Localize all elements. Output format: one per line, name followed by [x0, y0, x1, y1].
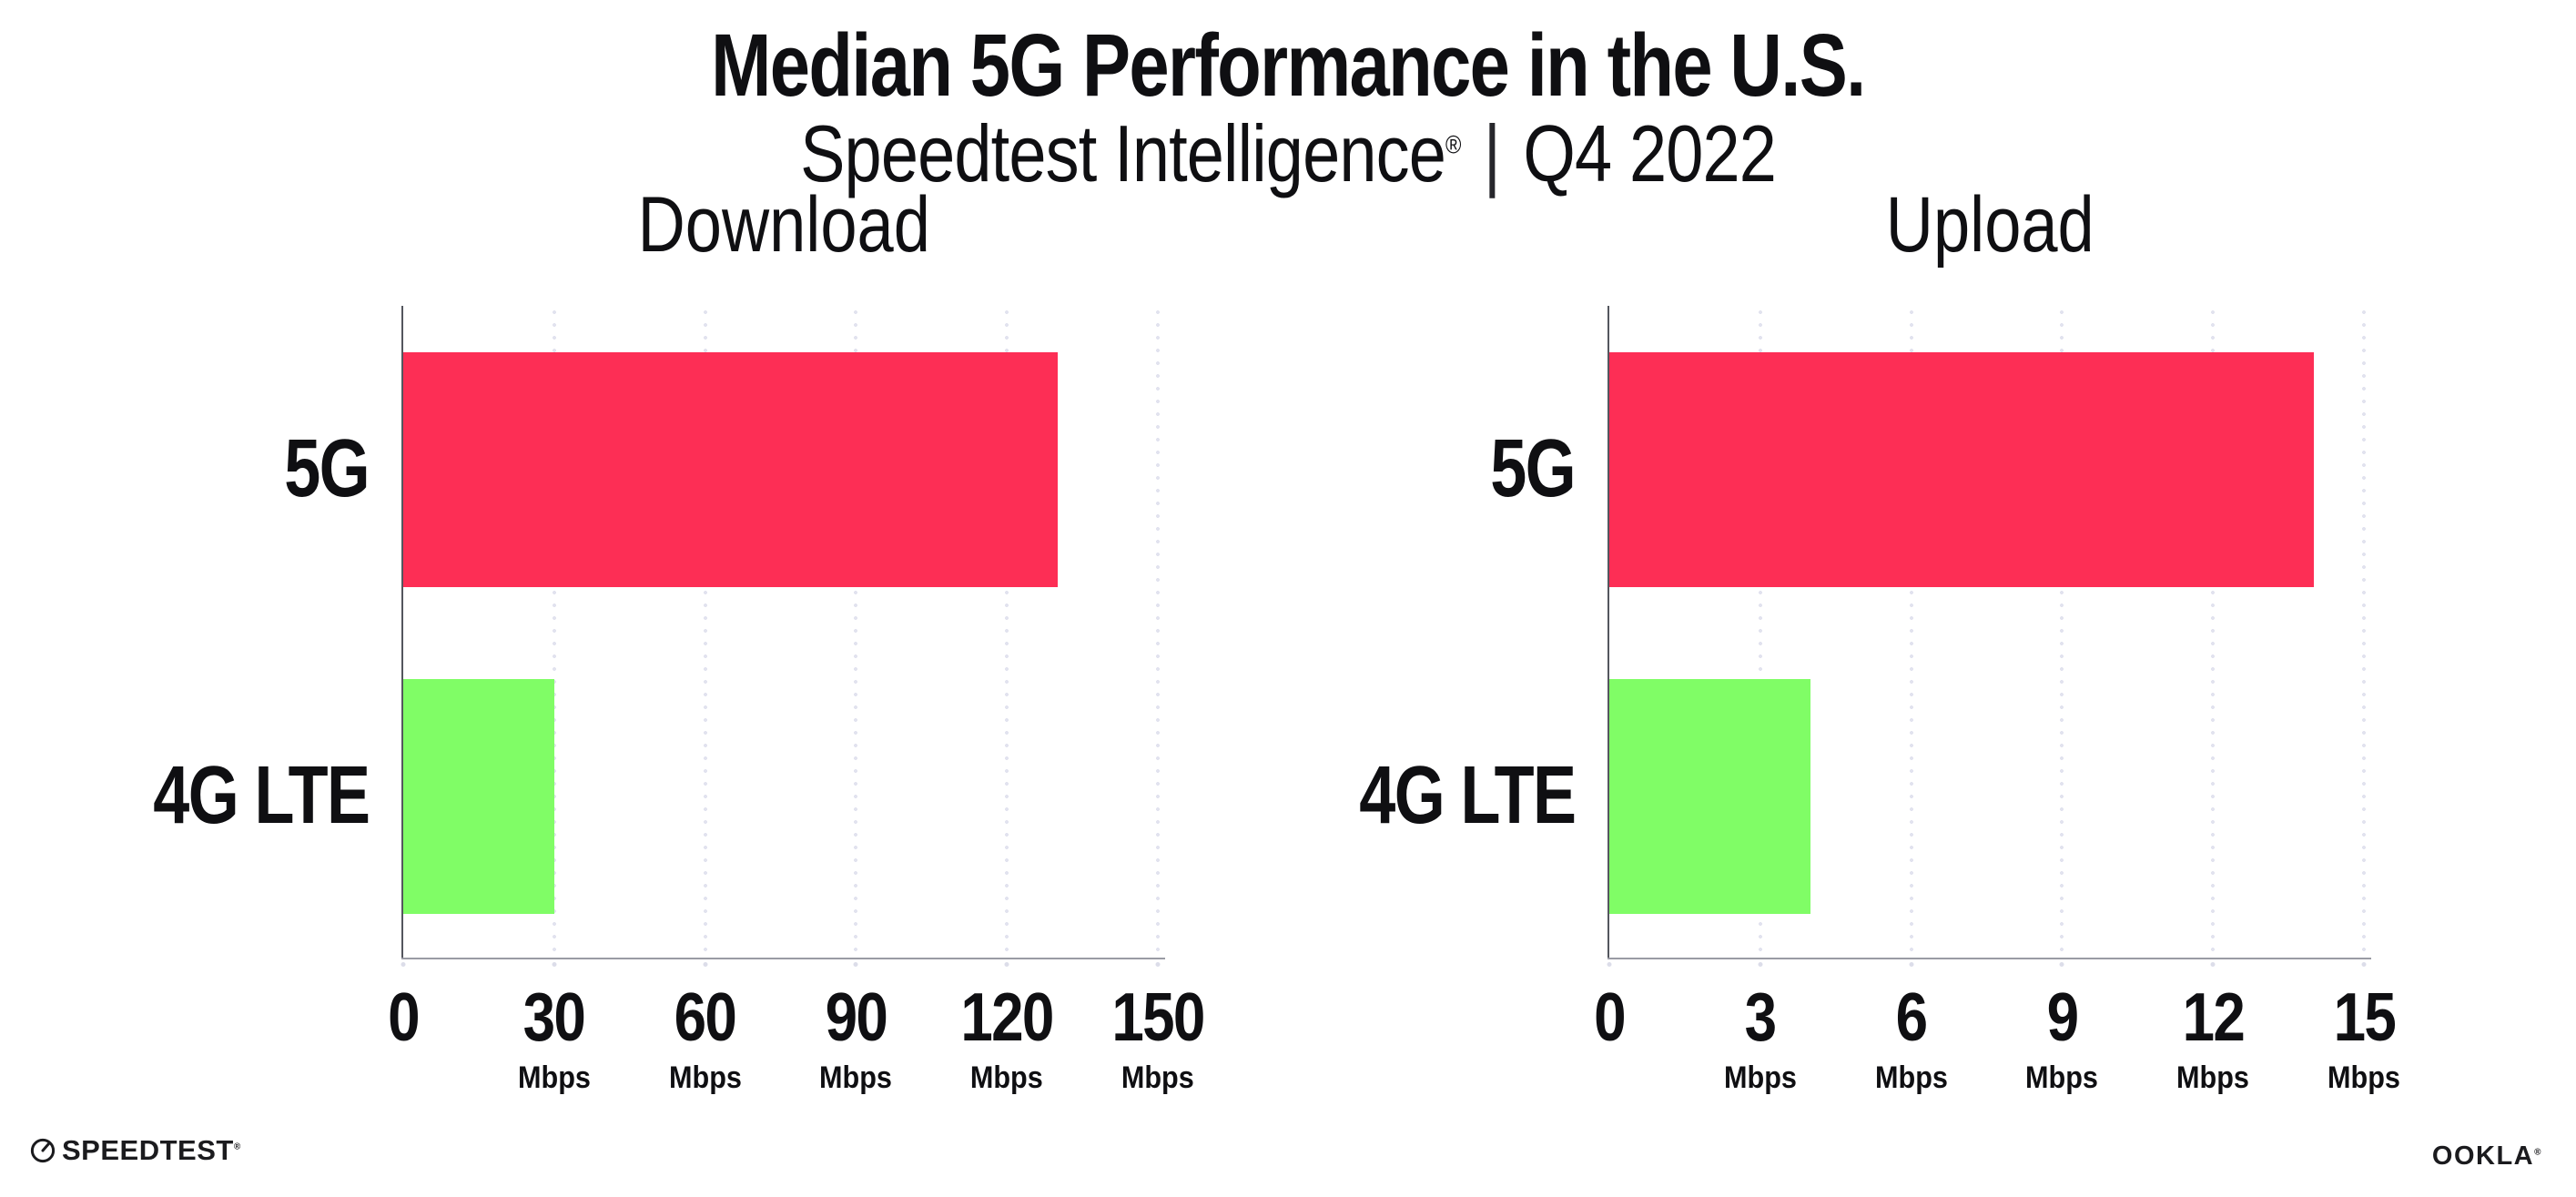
axis-tick-dot [401, 962, 406, 967]
chart-title: Download [403, 180, 1165, 270]
bar-4g-lte [403, 678, 554, 914]
category-label-text: 4G LTE [152, 750, 370, 842]
gridline-3 [1758, 306, 1762, 958]
ookla-wordmark: OOKLA [2431, 1141, 2535, 1171]
gridline-90 [854, 306, 858, 958]
x-tick-label: 0 [1591, 983, 1628, 1051]
x-tick-label: 15 Mbps [2324, 979, 2405, 1095]
x-tick-label: 0 [385, 983, 421, 1051]
subtitle-separator: | [1483, 108, 1501, 198]
gridline-6 [1909, 306, 1913, 958]
tick-value: 60 [674, 979, 737, 1055]
axis-tick-dot [1155, 962, 1161, 967]
axis-tick-dot [1758, 962, 1763, 967]
x-axis-line [401, 958, 1165, 959]
chart-title: Upload [1609, 180, 2371, 270]
tick-unit: Mbps [2025, 1060, 2099, 1095]
tick-value: 9 [2046, 979, 2079, 1055]
speedtest-gauge-icon [30, 1138, 56, 1163]
tick-value: 15 [2333, 979, 2396, 1055]
x-tick-label: 90 Mbps [816, 979, 897, 1095]
x-tick-label: 12 Mbps [2173, 979, 2254, 1095]
gridline-9 [2060, 306, 2064, 958]
bar-5g [1609, 351, 2314, 587]
tick-value: 12 [2182, 979, 2246, 1055]
tick-unit: Mbps [2328, 1060, 2401, 1095]
tick-value: 6 [1895, 979, 1928, 1055]
x-tick-label: 120 Mbps [953, 979, 1061, 1095]
tick-unit: Mbps [1121, 1060, 1195, 1095]
axis-tick-dot [703, 962, 708, 967]
page-title: Median 5G Performance in the U.S. [711, 15, 1866, 115]
axis-tick-dot [552, 962, 557, 967]
tick-value: 90 [825, 979, 888, 1055]
speedtest-logo: SPEEDTEST® [30, 1134, 241, 1167]
tick-unit: Mbps [668, 1060, 742, 1095]
bar-5g [403, 351, 1058, 587]
download-chart: Download 0 30 Mbps 60 Mbps 90 Mbps 120 Mbps 150 Mbp… [153, 181, 1206, 1093]
tick-unit: Mbps [970, 1060, 1044, 1095]
tick-value: 0 [388, 979, 420, 1055]
axis-tick-dot [853, 962, 858, 967]
y-axis-line [1607, 306, 1609, 959]
category-label-5g: 5G [1469, 352, 1576, 587]
y-axis-line [401, 306, 403, 959]
x-tick-label: 3 Mbps [1719, 979, 1800, 1095]
chart-title-text: Upload [1886, 181, 2094, 269]
axis-tick-dot [1909, 962, 1914, 967]
ookla-logo: OOKLA® [2432, 1141, 2542, 1172]
gridline-15 [2362, 306, 2367, 958]
axis-tick-dot [2361, 962, 2367, 967]
axis-tick-dot [1004, 962, 1009, 967]
registered-mark: ® [1445, 130, 1461, 159]
tick-unit: Mbps [1874, 1060, 1948, 1095]
tick-value: 120 [960, 979, 1055, 1055]
category-label-4g-lte: 4G LTE [99, 679, 370, 914]
upload-chart: Upload 0 3 Mbps 6 Mbps 9 Mbps 12 Mbps 15 Mbps 5G 4G L… [1359, 181, 2400, 1093]
tick-unit: Mbps [819, 1060, 893, 1095]
subtitle-period: Q4 2022 [1523, 108, 1777, 198]
category-label-4g-lte: 4G LTE [1305, 679, 1577, 914]
subtitle-brand: Speedtest Intelligence [800, 108, 1446, 198]
category-label-5g: 5G [263, 352, 370, 587]
tick-value: 30 [523, 979, 586, 1055]
tick-value: 150 [1111, 979, 1205, 1055]
x-axis-line [1607, 958, 2371, 959]
axis-tick-dot [2059, 962, 2064, 967]
category-label-text: 5G [1490, 423, 1576, 515]
gridline-60 [703, 306, 707, 958]
x-tick-label: 9 Mbps [2022, 979, 2103, 1095]
category-label-text: 4G LTE [1358, 750, 1577, 842]
gridline-12 [2211, 306, 2216, 958]
page-subtitle: Speedtest Intelligence® | Q4 2022 [0, 107, 2576, 200]
tick-unit: Mbps [1723, 1060, 1797, 1095]
tick-value: 0 [1594, 979, 1626, 1055]
tick-unit: Mbps [2176, 1060, 2250, 1095]
axis-tick-dot [2210, 962, 2216, 967]
gridline-30 [552, 306, 556, 958]
x-tick-label: 6 Mbps [1871, 979, 1952, 1095]
tick-value: 3 [1744, 979, 1777, 1055]
x-tick-label: 60 Mbps [664, 979, 745, 1095]
registered-mark: ® [233, 1141, 241, 1152]
chart-title-text: Download [637, 181, 931, 269]
bar-4g-lte [1609, 678, 1811, 914]
category-label-text: 5G [284, 423, 370, 515]
gridline-150 [1156, 306, 1161, 958]
speedtest-wordmark: SPEEDTEST® [62, 1134, 241, 1166]
x-tick-label: 150 Mbps [1104, 979, 1212, 1095]
registered-mark: ® [2534, 1147, 2542, 1158]
tick-unit: Mbps [517, 1060, 591, 1095]
x-tick-label: 30 Mbps [513, 979, 594, 1095]
gridline-120 [1005, 306, 1009, 958]
axis-tick-dot [1607, 962, 1612, 967]
